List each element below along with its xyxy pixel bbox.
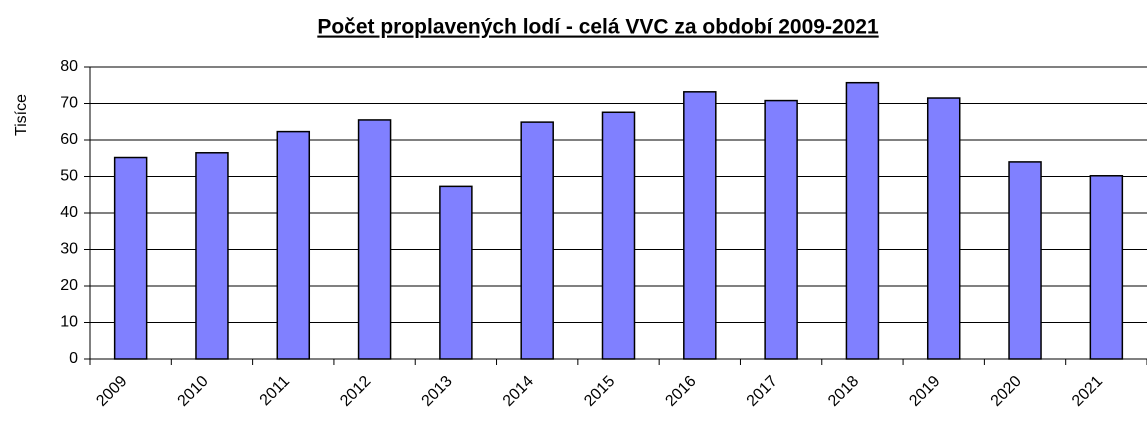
chart-title: Počet proplavených lodí - celá VVC za ob… [317, 16, 879, 39]
y-tick-label: 70 [60, 95, 78, 112]
x-tick-label: 2012 [337, 373, 374, 410]
x-tick-label: 2018 [825, 373, 862, 410]
y-tick-label: 20 [60, 277, 78, 294]
bar [845, 81, 880, 360]
y-axis-label: Tisíce [13, 94, 30, 136]
x-tick-label: 2021 [1069, 373, 1106, 410]
x-tick-label: 2013 [419, 373, 456, 410]
bar [926, 97, 961, 360]
x-tick-label: 2017 [744, 373, 781, 410]
y-tick-label: 40 [60, 204, 78, 221]
bar [764, 99, 798, 360]
x-tick-label: 2014 [500, 373, 537, 410]
bar [113, 156, 148, 360]
x-tick-label: 2016 [662, 373, 699, 410]
y-tick-label: 30 [60, 241, 78, 258]
bar [520, 121, 554, 360]
x-tick-label: 2020 [988, 373, 1025, 410]
y-tick-label: 10 [60, 314, 78, 331]
y-tick-label: 0 [69, 350, 78, 367]
bar [439, 185, 473, 360]
bar [601, 111, 636, 360]
x-tick-label: 2015 [581, 373, 618, 410]
bar [276, 130, 311, 360]
bar [357, 119, 392, 360]
x-tick-label: 2019 [906, 373, 943, 410]
bar [1008, 161, 1042, 360]
y-tick-label: 60 [60, 131, 78, 148]
x-tick-label: 2009 [93, 373, 130, 410]
y-tick-label: 50 [60, 168, 78, 185]
y-tick-label: 80 [60, 58, 78, 75]
bar [683, 91, 717, 360]
bar [195, 152, 229, 360]
bar [1089, 175, 1124, 360]
x-tick-label: 2011 [257, 373, 293, 409]
x-tick-label: 2010 [175, 373, 212, 410]
